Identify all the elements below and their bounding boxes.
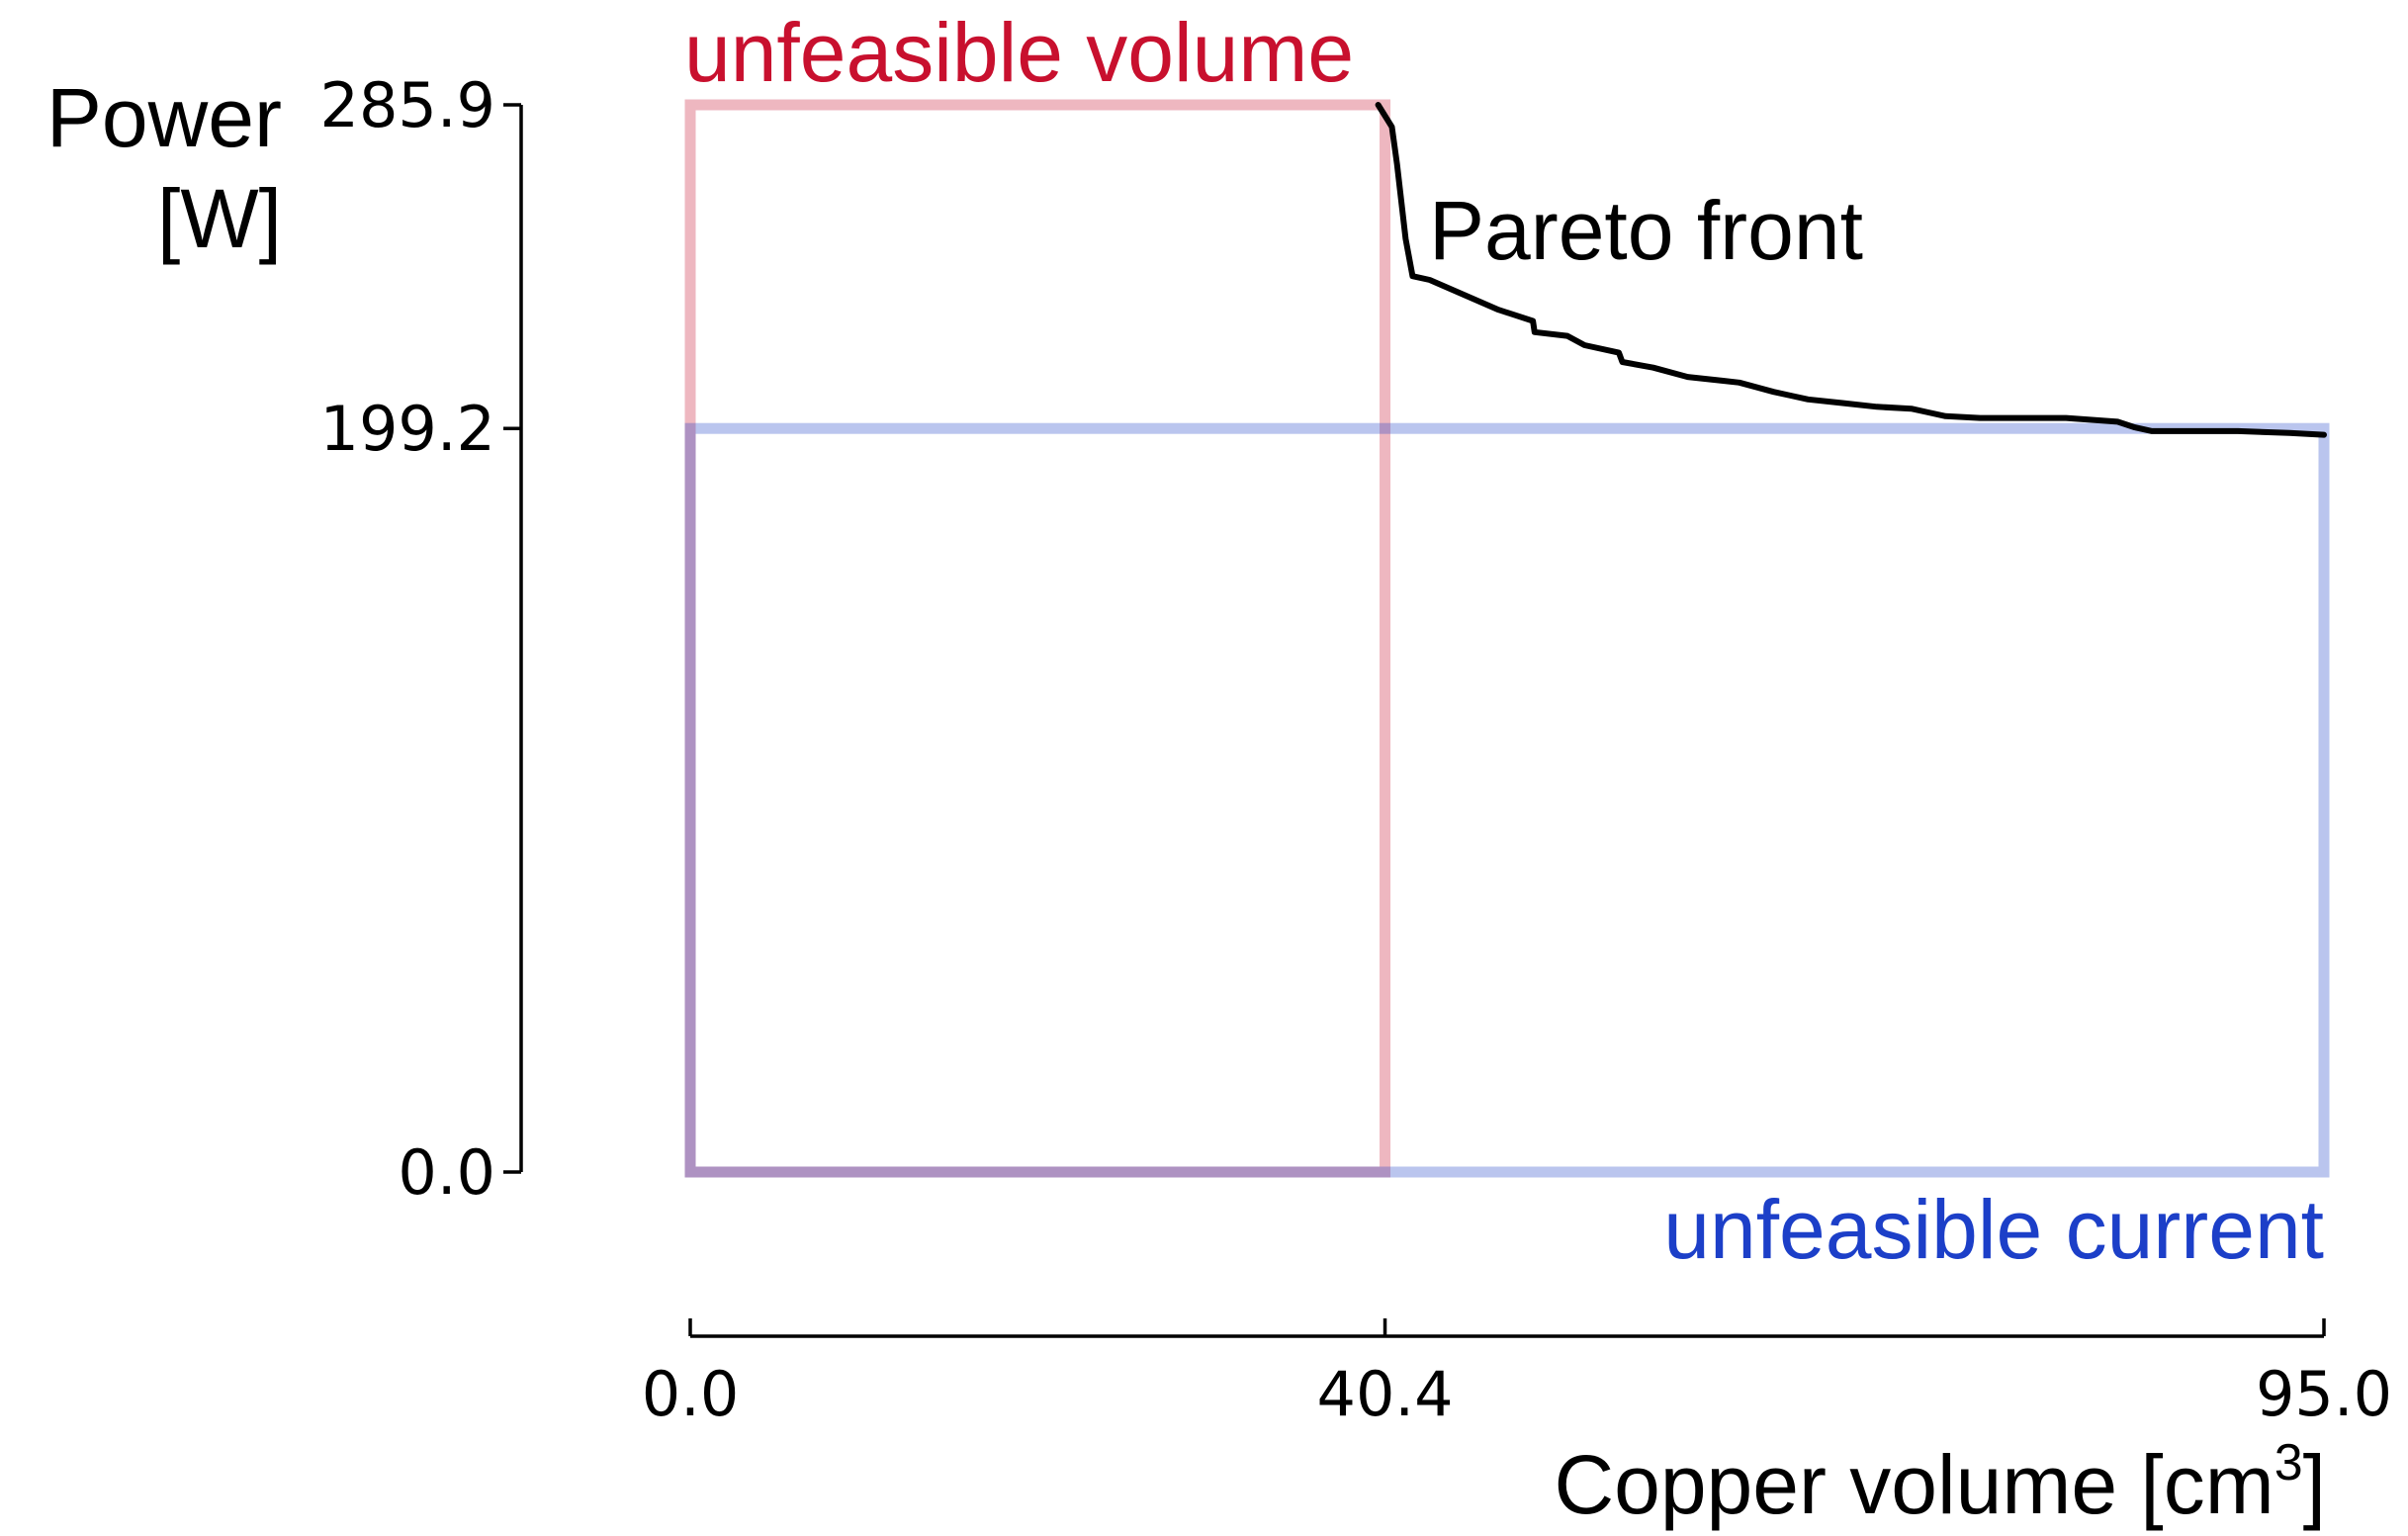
- series-line-pareto-front: [1375, 102, 2327, 438]
- y-tick-label: 0.0: [398, 1136, 495, 1209]
- ticks: 0.0 199.2 285.9 0.0 40.4 95.0: [320, 69, 2393, 1430]
- series: [1375, 102, 2327, 438]
- x-tick-label: 0.0: [642, 1358, 740, 1430]
- x-axis-label: Copper volume [cm3]: [1554, 1434, 2326, 1531]
- regions: [684, 99, 2330, 1178]
- region-unfeasible-volume: [684, 99, 1391, 1178]
- y-tick-label: 285.9: [320, 69, 496, 141]
- y-tick-label: 199.2: [320, 393, 496, 465]
- annotation-unfeasible-current: unfeasible current: [1663, 1183, 2324, 1276]
- x-tick-label: 95.0: [2256, 1358, 2392, 1430]
- y-axis-label-line-1: Power: [46, 71, 282, 164]
- annotation-pareto-front: Pareto front: [1429, 184, 1863, 277]
- axes: [519, 105, 2324, 1338]
- region-unfeasible-current: [684, 422, 2330, 1178]
- x-axis-label-main: Copper volume [cm: [1554, 1438, 2274, 1531]
- x-tick-label: 40.4: [1317, 1358, 1454, 1430]
- x-axis-label-superscript: 3: [2274, 1434, 2303, 1491]
- annotation-unfeasible-volume: unfeasible volume: [684, 6, 1354, 99]
- x-axis-label-close: ]: [2303, 1438, 2326, 1531]
- y-axis-label-line-2: [W]: [157, 172, 282, 265]
